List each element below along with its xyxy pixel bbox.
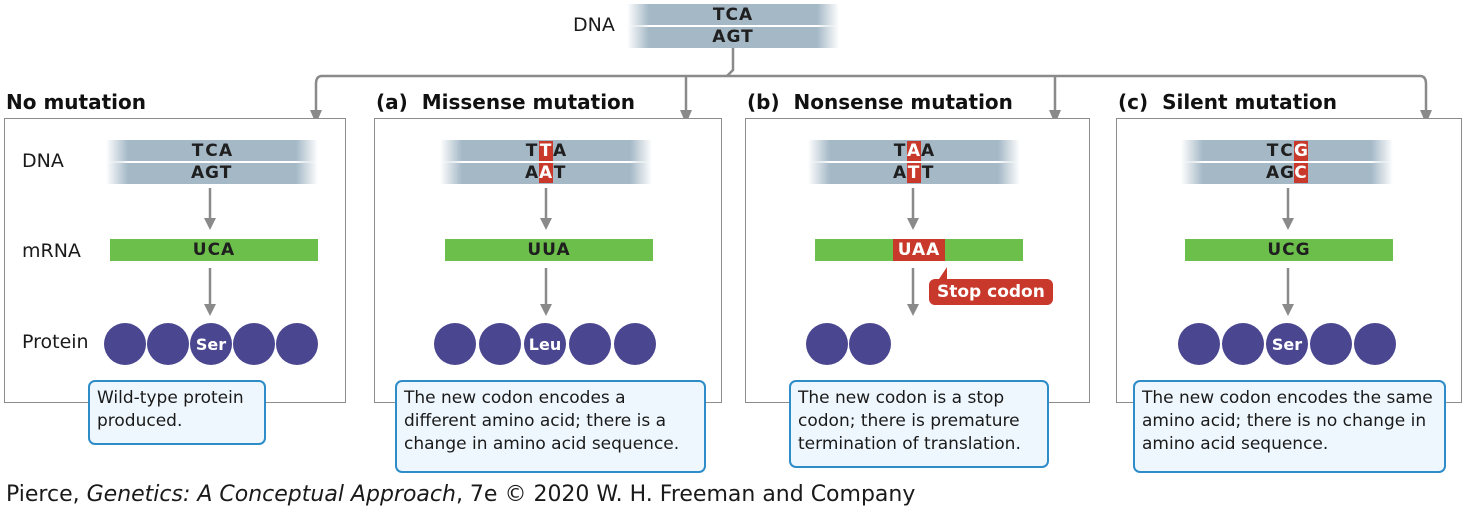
mrna-bar: UCG	[1185, 239, 1393, 261]
transcription-arrow	[204, 188, 216, 230]
credit-after: , 7e © 2020 W. H. Freeman and Company	[455, 482, 916, 507]
amino-acid-circle	[1310, 323, 1352, 365]
translation-arrow	[540, 268, 552, 316]
amino-acid-ser: Ser	[190, 323, 232, 365]
top-dna-strip: TCA AGT	[627, 4, 839, 48]
top-dna-label: DNA	[573, 14, 615, 36]
top-strand: TCA	[712, 5, 754, 25]
explanation-callout: Wild-type protein produced.	[88, 380, 266, 445]
amino-acid-circle	[233, 323, 275, 365]
dna-base: C	[205, 141, 219, 161]
explanation-callout: The new codon encodes a different amino …	[395, 380, 706, 473]
branch-trunk	[726, 48, 735, 77]
panel-title: No mutation	[6, 90, 146, 114]
mutated-base: A	[539, 163, 554, 183]
dna-base: A	[219, 141, 234, 161]
branch-arrow-no-mutation	[314, 74, 323, 110]
panel-title: (a) Missense mutation	[376, 90, 636, 114]
dna-base: T	[893, 141, 907, 161]
transcription-arrow	[907, 188, 919, 230]
dna-base: A	[921, 141, 936, 161]
amino-acid-circle	[806, 323, 848, 365]
transcription-arrow	[1282, 188, 1294, 230]
mrna-codon: UUA	[527, 240, 571, 260]
dna-base: G	[205, 163, 220, 183]
mutated-base: T	[907, 163, 921, 183]
dna-base: A	[553, 141, 568, 161]
translation-arrow	[204, 268, 216, 316]
amino-acid-circle	[104, 323, 146, 365]
explanation-callout: The new codon encodes the same amino aci…	[1133, 380, 1446, 473]
amino-acid-circle	[1178, 323, 1220, 365]
amino-acid-leu: Leu	[524, 323, 566, 365]
mutated-base: T	[539, 141, 553, 161]
protein-row-label: Protein	[22, 331, 89, 353]
dna-base: C	[1280, 141, 1294, 161]
amino-acid-circle	[1222, 323, 1264, 365]
mrna-bar: UCA	[110, 239, 318, 261]
mrna-codon: UCA	[192, 240, 236, 260]
dna-base: A	[1266, 163, 1281, 183]
amino-acid-circle	[849, 323, 891, 365]
dna-base: T	[219, 163, 233, 183]
dna-base: T	[1266, 141, 1280, 161]
credit-book-title: Genetics: A Conceptual Approach	[86, 482, 456, 507]
amino-acid-ser: Ser	[1266, 323, 1308, 365]
transcription-arrow	[540, 188, 552, 230]
mutated-base: C	[1294, 163, 1308, 183]
mrna-bar: UAA	[815, 239, 1023, 261]
amino-acid-circle	[614, 323, 656, 365]
dna-base: T	[921, 163, 935, 183]
mutated-base: G	[1294, 141, 1309, 161]
amino-acid-circle	[479, 323, 521, 365]
dna-base: A	[191, 163, 206, 183]
mutated-base: A	[907, 141, 922, 161]
amino-acid-circle	[1354, 323, 1396, 365]
amino-acid-circle	[434, 323, 476, 365]
translation-arrow	[907, 268, 919, 316]
dna-base: G	[1280, 163, 1295, 183]
branch-arrow-silent	[1419, 74, 1428, 110]
explanation-callout: The new codon is a stop codon; there is …	[789, 380, 1049, 468]
dna-base: A	[525, 163, 540, 183]
bottom-strand: AGT	[712, 27, 754, 47]
panel-title: (b) Nonsense mutation	[747, 90, 1013, 114]
mrna-codon: UAA	[892, 239, 946, 261]
arrowhead-silent	[1420, 110, 1432, 124]
amino-acid-circle	[276, 323, 318, 365]
dna-base: T	[553, 163, 567, 183]
dna-row-label: DNA	[22, 150, 64, 172]
credit-before: Pierce,	[6, 482, 87, 507]
amino-acid-circle	[569, 323, 611, 365]
translation-arrow	[1282, 268, 1294, 316]
panel-title: (c) Silent mutation	[1118, 90, 1338, 114]
arrowhead-nonsense	[1049, 110, 1061, 124]
amino-acid-circle	[147, 323, 189, 365]
mrna-codon: UCG	[1267, 240, 1311, 260]
dna-base: T	[525, 141, 539, 161]
dna-base: T	[191, 141, 205, 161]
credit-line: Pierce, Genetics: A Conceptual Approach,…	[6, 482, 915, 507]
arrowhead-missense	[680, 110, 692, 124]
mrna-bar: UUA	[445, 239, 653, 261]
mrna-row-label: mRNA	[22, 240, 81, 262]
dna-base: A	[893, 163, 908, 183]
stop-codon-badge: Stop codon	[929, 267, 1053, 305]
arrowhead-no-mutation	[310, 110, 322, 124]
